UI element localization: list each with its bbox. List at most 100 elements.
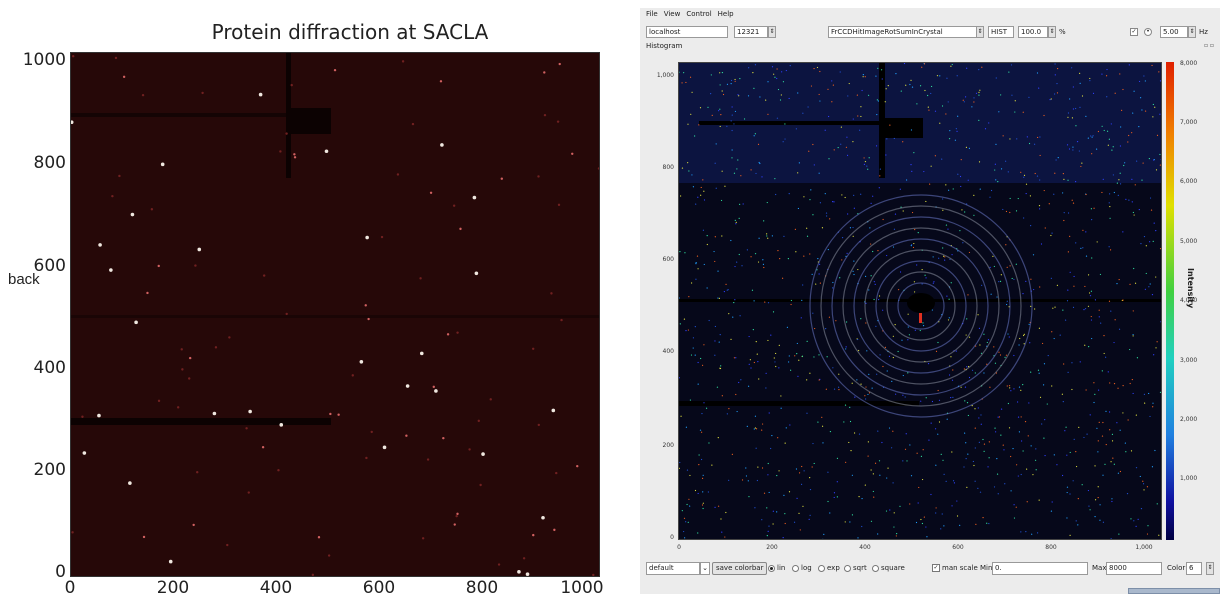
noise-pixel (701, 364, 704, 366)
host-input[interactable]: localhost (646, 26, 728, 38)
noise-pixel (748, 67, 750, 69)
auto-checkbox[interactable]: ✓ (1130, 28, 1138, 36)
noise-pixel (788, 491, 791, 493)
noise-pixel (1083, 436, 1085, 439)
color-input[interactable]: 6 (1186, 562, 1202, 575)
menu-control[interactable]: Control (686, 10, 712, 18)
noise-pixel (739, 315, 741, 317)
noise-pixel (714, 506, 716, 508)
noise-pixel (978, 91, 980, 93)
diffraction-spot (364, 304, 367, 307)
scale-radio-sqrt[interactable] (844, 565, 851, 572)
noise-pixel (854, 396, 856, 398)
noise-pixel (1119, 172, 1121, 174)
min-input[interactable]: 0. (992, 562, 1088, 575)
scale-radio-exp[interactable] (818, 565, 825, 572)
noise-pixel (1025, 280, 1027, 282)
rate-spinner-icon[interactable]: ⇕ (1188, 26, 1196, 38)
noise-pixel (1061, 393, 1063, 395)
color-spinner-icon[interactable]: ⇕ (1206, 562, 1214, 575)
diffraction-spot (258, 92, 263, 97)
scale-radio-square[interactable] (872, 565, 879, 572)
taskbar-thumbnail[interactable] (1128, 588, 1220, 594)
noise-pixel (1067, 112, 1070, 114)
noise-pixel (694, 135, 696, 137)
noise-pixel (776, 511, 778, 513)
menu-file[interactable]: File (646, 10, 658, 18)
noise-pixel (836, 457, 839, 459)
powder-ring (820, 205, 1022, 407)
noise-pixel (701, 477, 704, 479)
noise-pixel (1079, 82, 1081, 84)
diffraction-spot (537, 423, 541, 427)
diffraction-spot (455, 514, 458, 518)
noise-pixel (988, 122, 990, 124)
noise-pixel (1144, 288, 1146, 290)
noise-pixel (960, 185, 962, 188)
port-input[interactable]: 12321 (734, 26, 768, 38)
menu-view[interactable]: View (663, 10, 681, 18)
noise-pixel (1098, 309, 1100, 311)
noise-pixel (1026, 468, 1028, 470)
noise-pixel (1111, 440, 1114, 442)
noise-pixel (946, 295, 948, 297)
noise-pixel (802, 284, 804, 286)
scale-label-exp: exp (827, 564, 840, 572)
noise-pixel (967, 179, 969, 181)
scale-radio-lin[interactable] (768, 565, 775, 572)
source-select[interactable]: FrCCDHitImageRotSumInCrystal (828, 26, 984, 38)
scale-spinner-icon[interactable]: ⇕ (1048, 26, 1056, 38)
noise-pixel (980, 352, 983, 354)
noise-pixel (695, 262, 697, 264)
noise-pixel (808, 150, 810, 152)
diffraction-spot (293, 153, 296, 156)
detector-image[interactable] (678, 62, 1162, 540)
source-dropdown-icon[interactable]: ⇕ (976, 26, 984, 38)
noise-pixel (971, 405, 973, 407)
rate-input[interactable]: 5.00 (1160, 26, 1188, 38)
noise-pixel (998, 281, 1000, 283)
noise-pixel (978, 119, 980, 122)
save-colorbar-button[interactable]: save colorbar (712, 562, 768, 575)
noise-pixel (761, 429, 763, 431)
diffraction-spot (111, 194, 114, 198)
noise-pixel (1118, 533, 1120, 535)
noise-pixel (1028, 402, 1030, 404)
noise-pixel (998, 351, 1000, 353)
noise-pixel (932, 282, 934, 284)
noise-pixel (925, 277, 927, 279)
max-input[interactable]: 8000 (1106, 562, 1162, 575)
noise-pixel (987, 466, 989, 468)
noise-pixel (1047, 354, 1049, 357)
noise-pixel (923, 516, 925, 518)
panel-float-close-icon[interactable]: ▫ ▫ (1203, 42, 1214, 49)
port-spinner-icon[interactable]: ⇕ (768, 26, 776, 38)
noise-pixel (774, 178, 776, 180)
preset-select[interactable]: default (646, 562, 700, 575)
mode-select[interactable]: HIST (988, 26, 1014, 38)
noise-pixel (800, 317, 802, 319)
scale-radio-log[interactable] (792, 565, 799, 572)
noise-pixel (1032, 474, 1034, 476)
mode-radio[interactable]: • (1144, 28, 1152, 36)
noise-pixel (766, 235, 768, 237)
noise-pixel (955, 350, 957, 352)
scale-input[interactable]: 100.0 (1018, 26, 1048, 38)
noise-pixel (1132, 310, 1134, 312)
colorbar-tick: 2,000 (1180, 416, 1198, 423)
noise-pixel (879, 168, 881, 170)
man-scale-checkbox[interactable]: ✓ (932, 564, 940, 572)
noise-pixel (1159, 391, 1161, 393)
noise-pixel (1071, 199, 1073, 201)
noise-pixel (1095, 148, 1098, 150)
noise-pixel (893, 526, 895, 528)
noise-pixel (1023, 343, 1025, 345)
noise-pixel (1140, 243, 1142, 245)
noise-pixel (962, 99, 964, 101)
preset-dropdown-icon[interactable]: ⌄ (700, 562, 710, 575)
diffraction-spot (576, 464, 579, 468)
noise-pixel (959, 175, 962, 178)
noise-pixel (1091, 218, 1093, 221)
noise-pixel (1102, 178, 1104, 180)
menu-help[interactable]: Help (717, 10, 734, 18)
